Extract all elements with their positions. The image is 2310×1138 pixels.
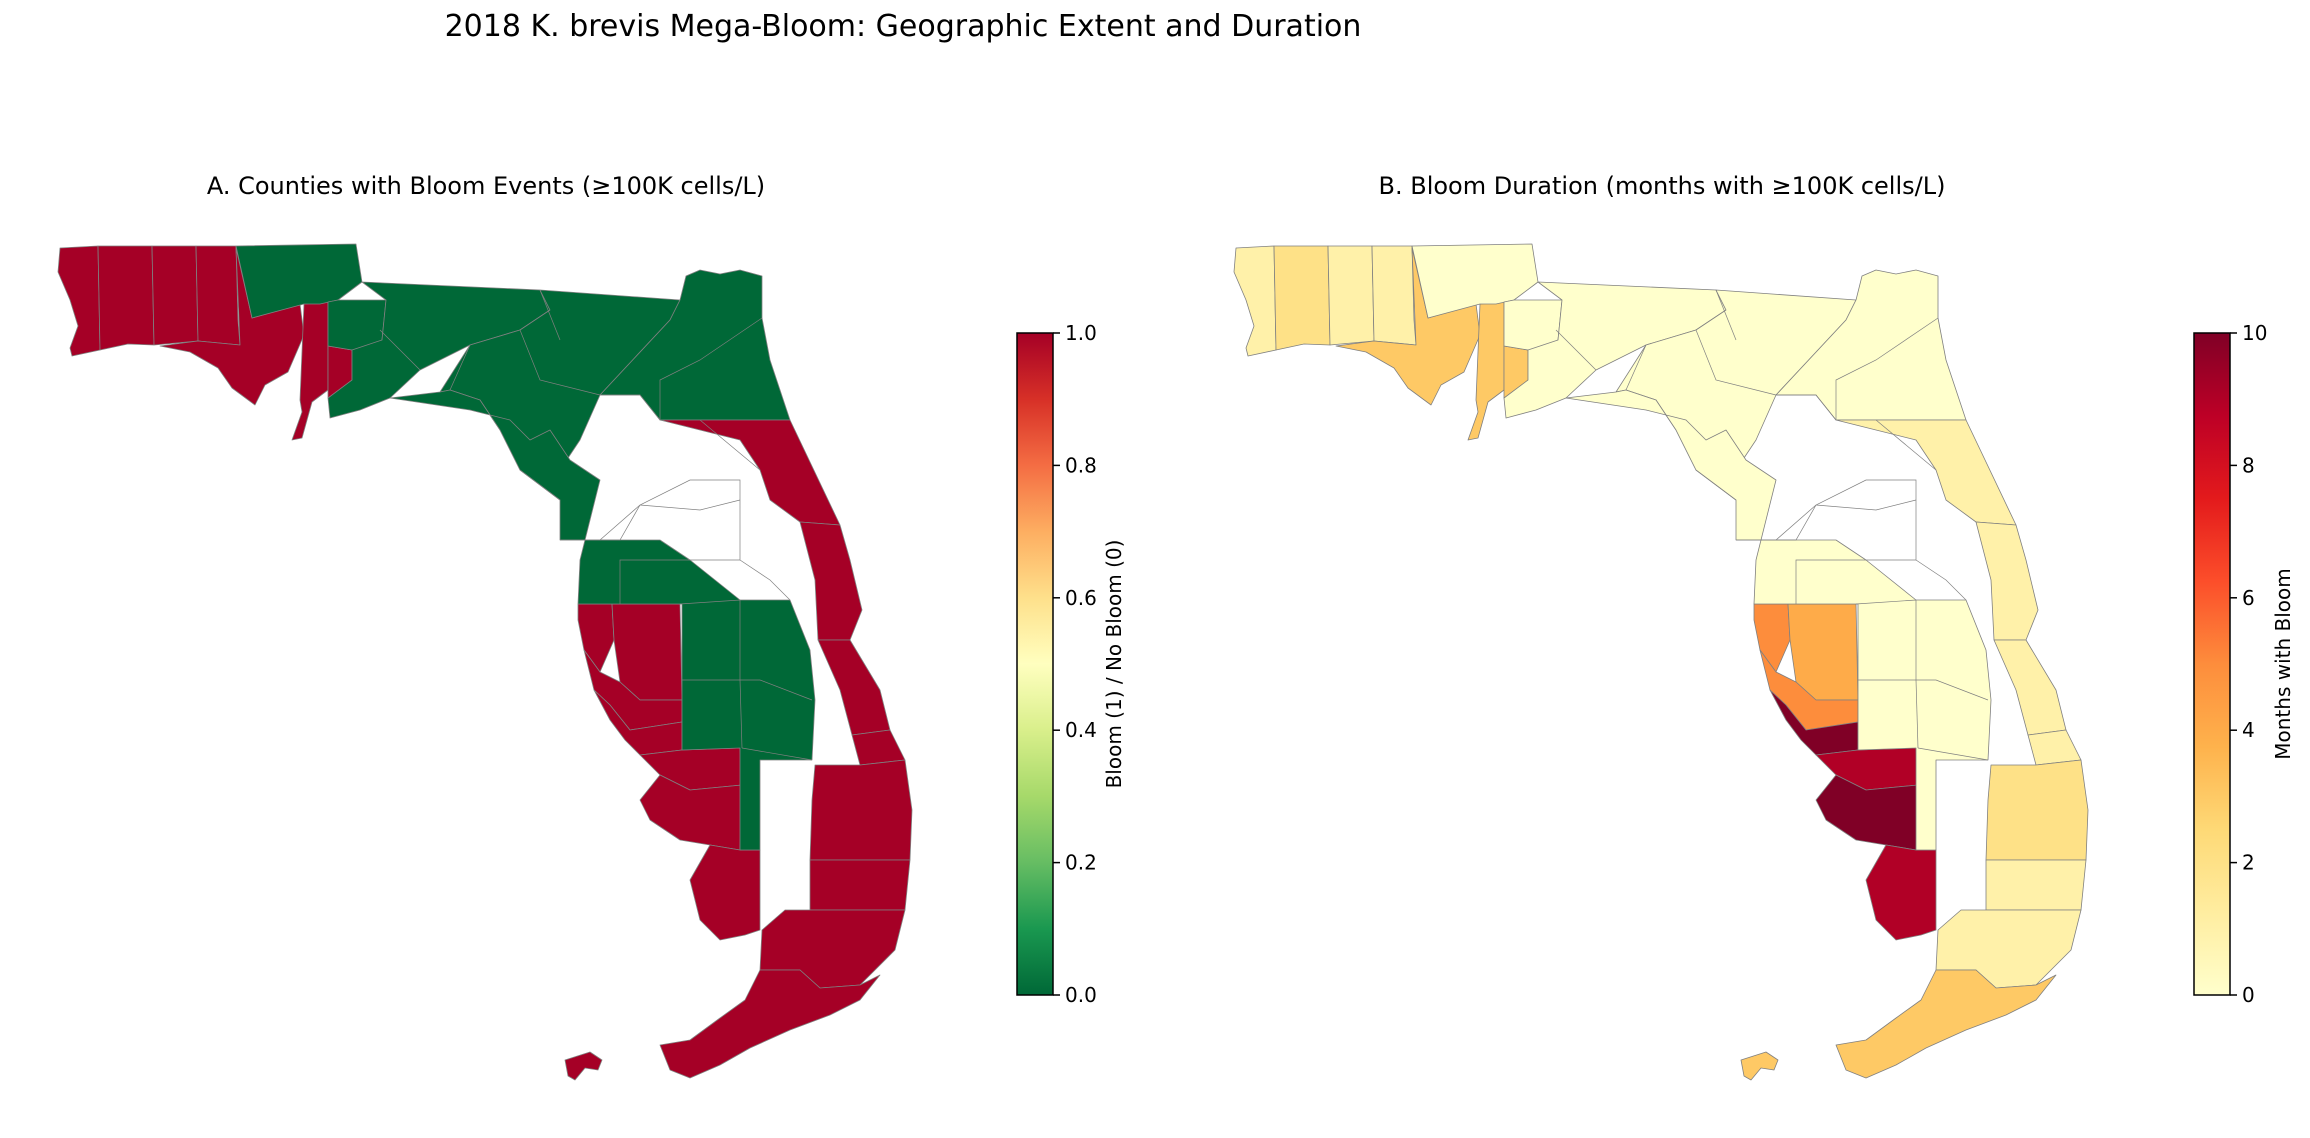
county-boundary — [560, 504, 641, 541]
county-shape — [1985, 859, 2087, 911]
colorbar-tick-label: 2 — [2242, 851, 2255, 875]
panel-a-colorbar: 0.0 0.2 0.4 0.6 0.8 1.0 Bloom (1) / No Bloom … — [1016, 321, 1126, 1007]
colorbar-tick-label: 0.4 — [1065, 718, 1097, 742]
county-boundary — [1775, 479, 1917, 561]
county-shape — [1985, 759, 2089, 861]
county-shape — [151, 245, 199, 346]
county-shape — [1865, 844, 1937, 941]
colorbar-tick-label: 0 — [2242, 983, 2255, 1007]
county-shape — [389, 389, 816, 851]
county-shape — [1993, 639, 2067, 736]
county-boundary — [699, 419, 761, 471]
county-boundary — [1695, 329, 1777, 396]
county-boundary — [1917, 747, 1989, 761]
county-boundary — [1815, 499, 1917, 511]
county-boundary — [1776, 394, 1837, 421]
county-shape — [1740, 969, 2057, 1081]
county-boundary — [449, 344, 471, 391]
county-boundary — [379, 329, 421, 371]
panel-a-title: A. Counties with Bloom Events (≥100K cel… — [207, 172, 765, 200]
county-shape — [1371, 245, 1417, 346]
county-boundary — [599, 479, 741, 561]
county-shape — [1327, 245, 1375, 346]
county-boundary — [739, 559, 791, 601]
county-shape — [577, 603, 615, 673]
colorbar-tick-label: 0.8 — [1065, 453, 1097, 477]
county-shape — [1753, 603, 1791, 673]
county-boundary — [1715, 289, 1737, 341]
figure-title: 2018 K. brevis Mega-Bloom: Geographic Ex… — [445, 9, 1362, 44]
county-boundary — [1736, 504, 1817, 541]
colorbar-tick-label: 6 — [2242, 586, 2255, 610]
panel-a-colorbar-ticks: 0.0 0.2 0.4 0.6 0.8 1.0 — [1053, 321, 1097, 1007]
county-shape — [195, 245, 241, 346]
county-boundary — [1875, 419, 1937, 471]
county-shape — [809, 859, 911, 911]
county-shape — [2027, 729, 2082, 766]
county-boundary — [1795, 559, 1866, 604]
panel-b-colorbar: 0 2 4 6 8 10 Months with Bloom — [2193, 321, 2295, 1007]
colorbar-tick-label: 4 — [2242, 718, 2255, 742]
county-boundary — [1915, 679, 1919, 749]
panel-b: B. Bloom Duration (months with ≥100K cel… — [1233, 172, 2295, 1081]
county-boundary — [600, 394, 661, 421]
colorbar-tick-label: 0.0 — [1065, 983, 1097, 1007]
county-shape — [689, 844, 761, 941]
county-boundary — [619, 559, 690, 604]
panel-b-title: B. Bloom Duration (months with ≥100K cel… — [1379, 172, 1946, 200]
panel-b-colorbar-ticks: 0 2 4 6 8 10 — [2230, 321, 2267, 1007]
panel-b-colorbar-label: Months with Bloom — [2271, 568, 2295, 759]
panel-a-map — [57, 243, 913, 1081]
county-boundary — [539, 289, 561, 341]
county-boundary — [519, 329, 601, 396]
county-boundary — [1835, 317, 1939, 420]
county-shape — [97, 245, 155, 351]
panel-a: A. Counties with Bloom Events (≥100K cel… — [57, 172, 1126, 1081]
county-shape — [1565, 389, 1992, 851]
colorbar-tick-label: 1.0 — [1065, 321, 1097, 345]
panel-b-map — [1233, 243, 2089, 1081]
county-shape — [57, 245, 101, 357]
county-boundary — [1555, 329, 1597, 371]
county-shape — [817, 639, 891, 736]
colorbar-tick-label: 0.6 — [1065, 586, 1097, 610]
county-shape — [1273, 245, 1331, 351]
county-boundary — [639, 499, 741, 511]
county-shape — [851, 729, 906, 766]
county-shape — [1335, 247, 1481, 406]
county-boundary — [659, 317, 763, 420]
colorbar-tick-label: 10 — [2242, 321, 2267, 345]
colorbar-tick-label: 0.2 — [1065, 851, 1097, 875]
county-boundary — [741, 747, 813, 761]
county-shape — [799, 521, 863, 641]
county-shape — [1975, 521, 2039, 641]
county-shape — [809, 759, 913, 861]
county-shape — [159, 247, 305, 406]
panel-a-colorbar-gradient — [1016, 332, 1054, 996]
colorbar-tick-label: 8 — [2242, 453, 2255, 477]
county-boundary — [739, 679, 743, 749]
county-shape — [1233, 245, 1277, 357]
panel-b-colorbar-gradient — [2193, 332, 2231, 996]
panel-a-colorbar-label: Bloom (1) / No Bloom (0) — [1102, 540, 1126, 789]
county-shape — [564, 969, 881, 1081]
county-boundary — [1915, 559, 1967, 601]
county-boundary — [1625, 344, 1647, 391]
